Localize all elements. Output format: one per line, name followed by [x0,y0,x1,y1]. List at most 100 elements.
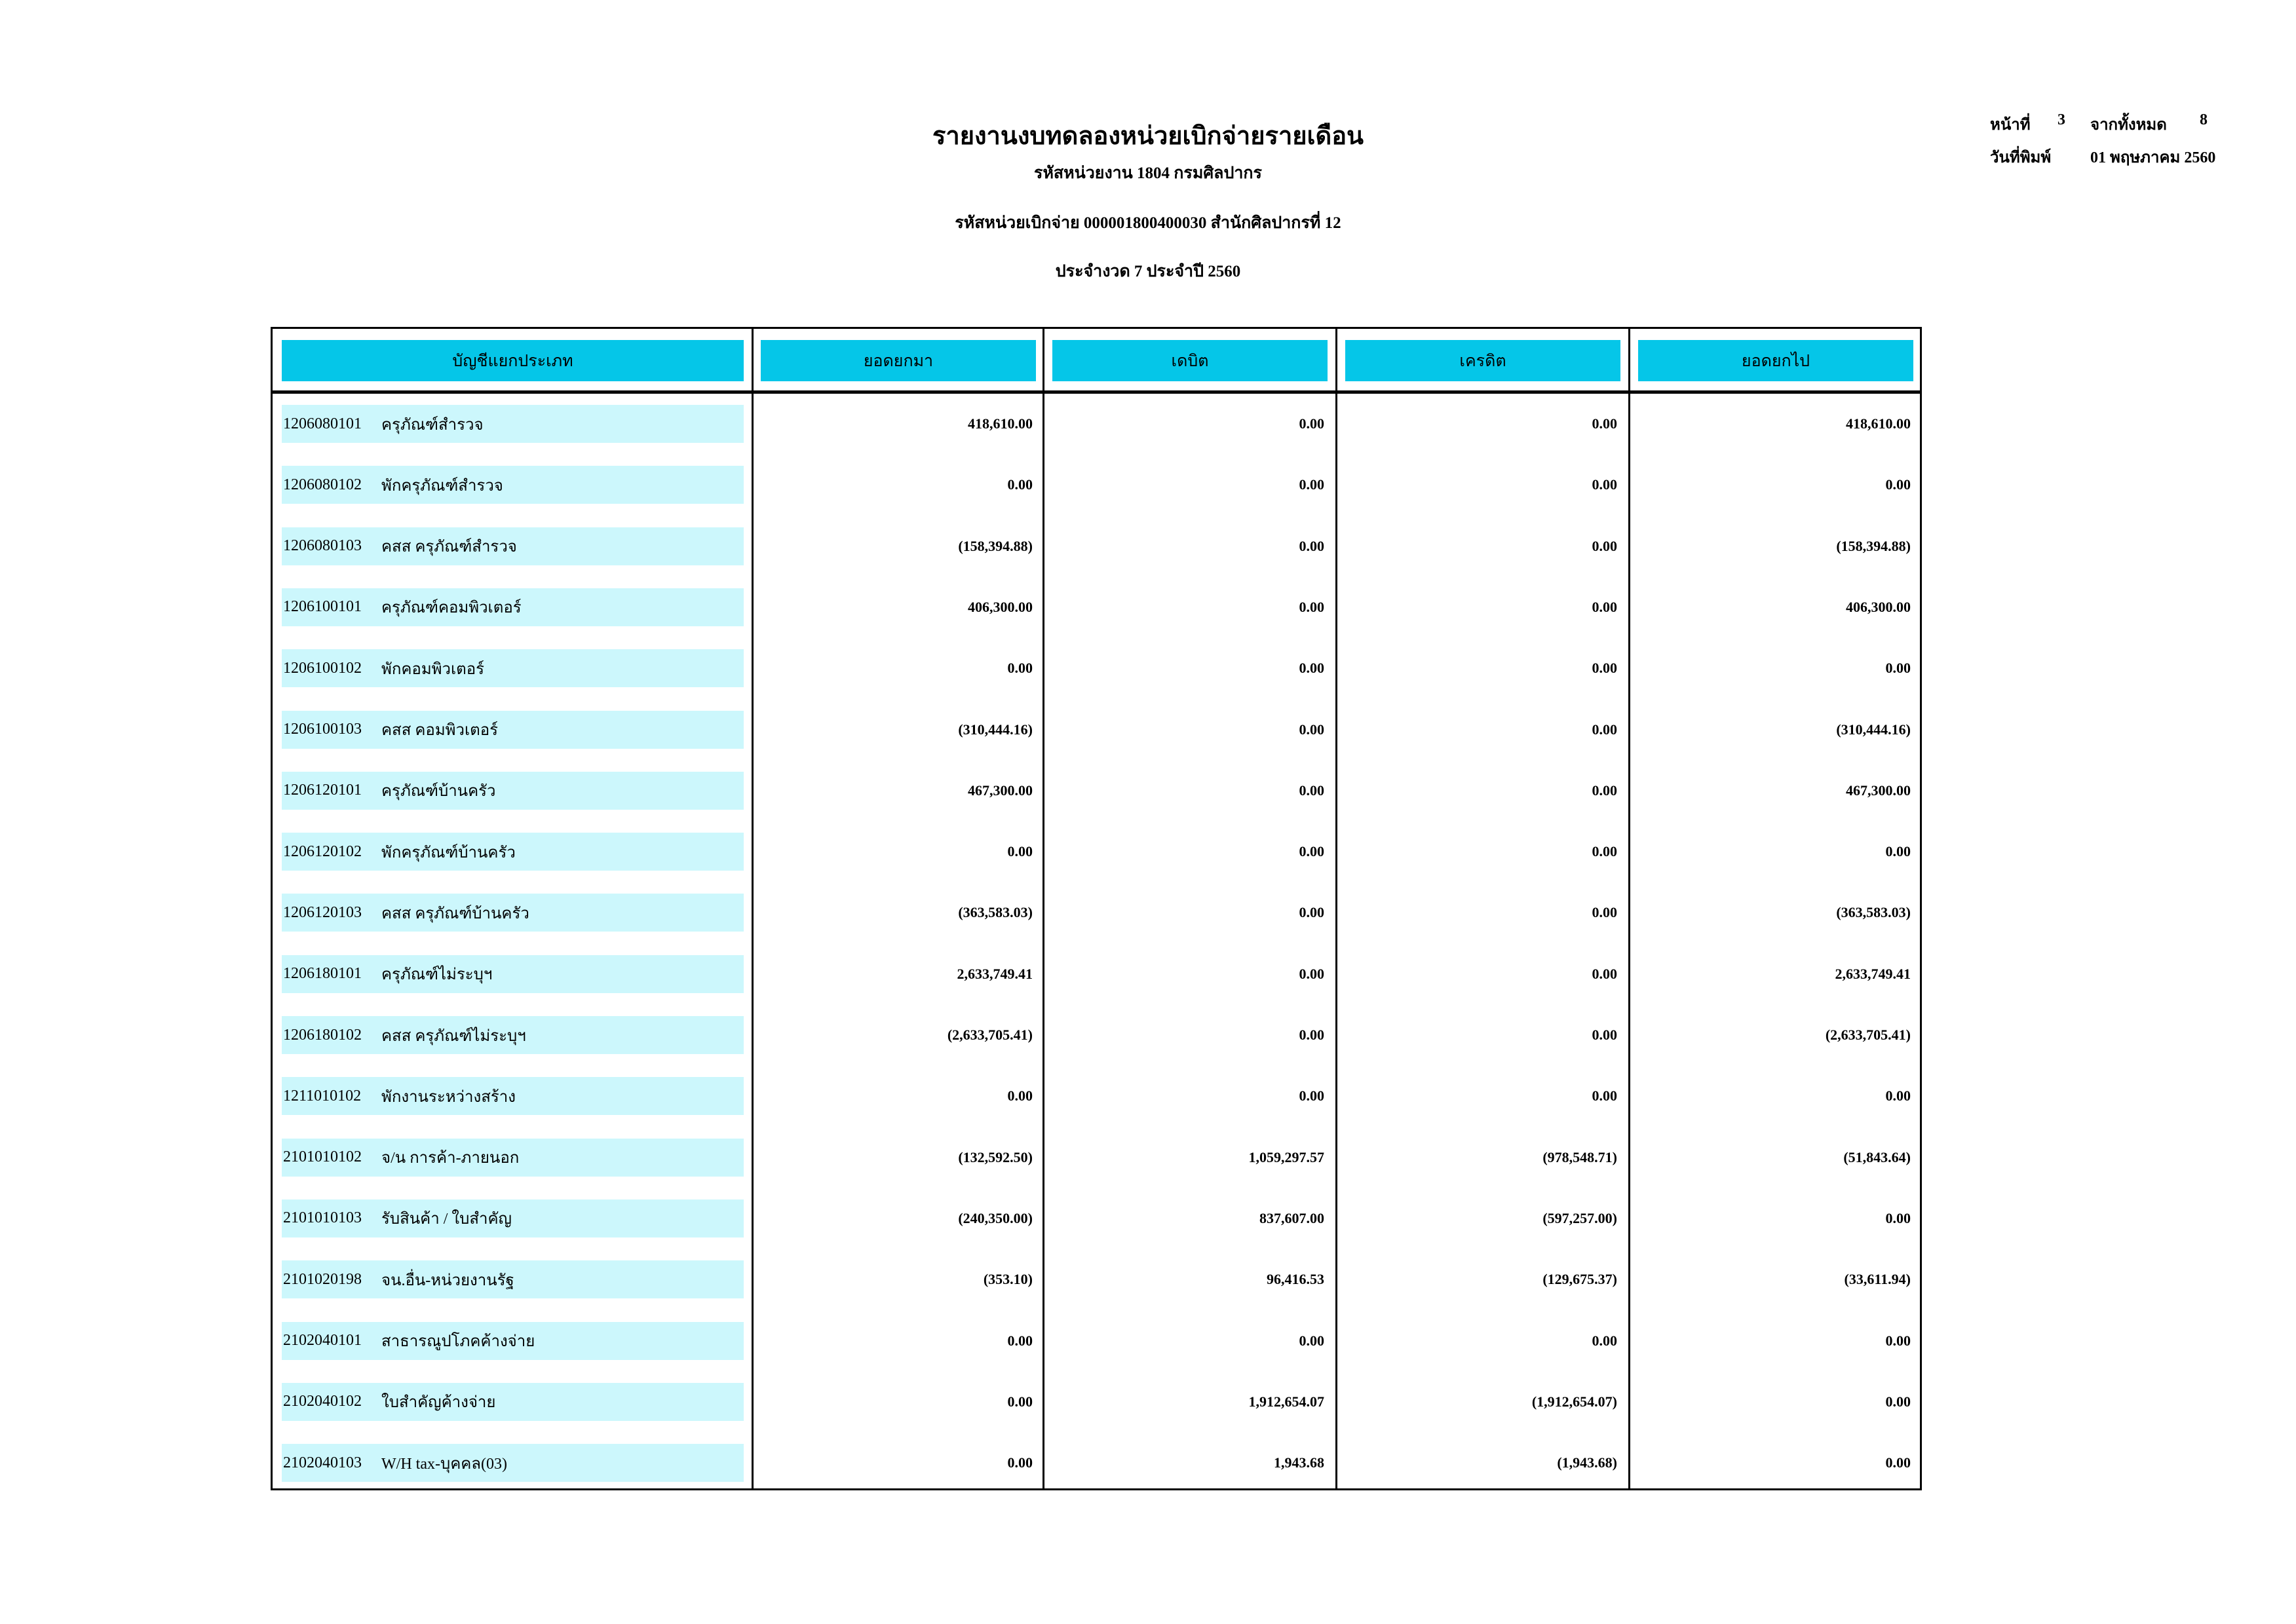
account-cell: 2102040102 ใบสำคัญค้างจ่าย [282,1382,744,1421]
account-name: ครุภัณฑ์บ้านครัว [381,783,496,801]
account-code: 2101020198 [283,1270,362,1288]
account-code: 1206100103 [283,721,362,738]
table-row: 1206180101 ครุภัณฑ์ไม่ระบุฯ 2,633,749.41 0.… [273,954,1920,993]
account-cell: 1206180102 คสส ครุภัณฑ์ไม่ระบุฯ [282,1016,744,1054]
account-cell: 1206080102 พักครุภัณฑ์สำรวจ [282,466,744,504]
account-name: พักคอมพิวเตอร์ [381,660,485,678]
account-code: 1206180102 [283,1026,362,1044]
credit-amount: 0.00 [1592,782,1618,799]
credit-amount: (1,943.68) [1557,1454,1617,1471]
account-name: คสส ครุภัณฑ์ไม่ระบุฯ [381,1027,526,1045]
page-label: หน้าที่ [1990,117,2031,134]
print-date: 01 พฤษภาคม 2560 [2090,149,2216,166]
brought-amount: (2,633,705.41) [947,1027,1033,1043]
account-name: พักครุภัณฑ์บ้านครัว [381,844,516,861]
table-row: 2102040102 ใบสำคัญค้างจ่าย 0.00 1,912,654.0… [273,1382,1920,1421]
account-code: 1206120101 [283,782,362,799]
account-code: 1206080101 [283,415,362,432]
report-title: รายงานงบทดลองหน่วยเบิกจ่ายรายเดือน [932,123,1364,150]
credit-amount: 0.00 [1592,537,1618,554]
column-header-brought-forward: ยอดยกมา [761,340,1036,381]
account-name: ครุภัณฑ์สำรวจ [381,416,484,434]
account-cell: 2101010102 จ/น การค้า-ภายนอก [282,1138,744,1177]
debit-amount: 0.00 [1299,1332,1325,1349]
account-name: คสส ครุภัณฑ์บ้านครัว [381,905,529,922]
account-name: ใบสำคัญค้างจ่าย [381,1394,496,1412]
header-divider [273,390,1920,394]
account-code: 2102040101 [283,1332,362,1349]
column-header-carried-forward: ยอดยกไป [1638,340,1913,381]
account-cell: 2101010103 รับสินค้า / ใบสำคัญ [282,1199,744,1237]
account-code: 1206080103 [283,537,362,555]
carried-amount: (310,444.16) [1836,721,1911,738]
brought-amount: (353.10) [983,1271,1033,1288]
carried-amount: 0.00 [1885,660,1911,677]
debit-amount: 0.00 [1299,537,1325,554]
debit-amount: 96,416.53 [1267,1271,1324,1288]
table-row: 1206080103 คสส ครุภัณฑ์สำรวจ (158,394.88) 0… [273,527,1920,565]
page-number: 3 [2057,111,2065,128]
account-code: 2101010102 [283,1148,362,1166]
table-row: 2101010103 รับสินค้า / ใบสำคัญ (240,350.00… [273,1199,1920,1237]
account-cell: 1206100101 ครุภัณฑ์คอมพิวเตอร์ [282,588,744,626]
account-cell: 1206180101 ครุภัณฑ์ไม่ระบุฯ [282,954,744,993]
carried-amount: (33,611.94) [1844,1271,1911,1288]
carried-amount: 0.00 [1885,843,1911,860]
table-row: 1206100103 คสส คอมพิวเตอร์ (310,444.16) 0.0… [273,710,1920,749]
carried-amount: 418,610.00 [1846,415,1911,432]
debit-amount: 0.00 [1299,965,1325,982]
account-code: 2102040103 [283,1454,362,1471]
table-row: 1206120103 คสส ครุภัณฑ์บ้านครัว (363,583.0… [273,894,1920,932]
credit-amount: 0.00 [1592,904,1618,921]
period-line: ประจำงวด 7 ประจำปี 2560 [1055,263,1241,280]
account-cell: 2102040101 สาธารณูปโภคค้างจ่าย [282,1321,744,1360]
brought-amount: 0.00 [1007,1087,1033,1105]
table-row: 2101020198 จน.อื่น-หน่วยงานรัฐ (353.10) 96,… [273,1260,1920,1299]
account-name: พักครุภัณฑ์สำรวจ [381,477,503,495]
carried-amount: 2,633,749.41 [1835,965,1911,982]
account-cell: 1206120102 พักครุภัณฑ์บ้านครัว [282,833,744,871]
account-cell: 1206120103 คสส ครุภัณฑ์บ้านครัว [282,894,744,932]
account-code: 1206100101 [283,598,362,616]
debit-amount: 1,059,297.57 [1248,1148,1325,1165]
account-name: จ/น การค้า-ภายนอก [381,1150,520,1167]
credit-amount: 0.00 [1592,598,1618,615]
table-row: 1206120102 พักครุภัณฑ์บ้านครัว 0.00 0.00 0.0… [273,833,1920,871]
debit-amount: 0.00 [1299,782,1325,799]
account-name: รับสินค้า / ใบสำคัญ [381,1211,512,1228]
table-row: 2102040103 W/H tax-บุคคล(03) 0.00 1,943.68 (… [273,1444,1920,1482]
brought-amount: 0.00 [1007,1393,1033,1410]
brought-amount: (132,592.50) [958,1148,1033,1165]
column-divider [1043,329,1044,1488]
disbursing-unit-line: รหัสหน่วยเบิกจ่าย 000001800400030 สำนักศ… [955,214,1341,232]
print-date-label: วันที่พิมพ์ [1990,149,2052,166]
credit-amount: 0.00 [1592,1332,1618,1349]
credit-amount: 0.00 [1592,660,1618,677]
account-cell: 1206120101 ครุภัณฑ์บ้านครัว [282,771,744,810]
credit-amount: (129,675.37) [1542,1271,1617,1288]
account-cell: 1206100102 พักคอมพิวเตอร์ [282,649,744,688]
column-divider [1628,329,1630,1488]
column-header-credit: เครดิต [1345,340,1620,381]
of-label: จากทั้งหมด [2090,117,2167,134]
account-code: 1206120102 [283,842,362,860]
debit-amount: 0.00 [1299,476,1325,493]
table-row: 1211010102 พักงานระหว่างสร้าง 0.00 0.00 0.00… [273,1077,1920,1116]
carried-amount: 0.00 [1885,476,1911,493]
table-row: 1206080102 พักครุภัณฑ์สำรวจ 0.00 0.00 0.00 0.… [273,466,1920,504]
account-cell: 2101020198 จน.อื่น-หน่วยงานรัฐ [282,1260,744,1299]
brought-amount: 2,633,749.41 [957,965,1033,982]
carried-amount: (363,583.03) [1836,904,1911,921]
brought-amount: (158,394.88) [958,537,1033,554]
account-code: 1206080102 [283,476,362,493]
brought-amount: (363,583.03) [958,904,1033,921]
account-cell: 1211010102 พักงานระหว่างสร้าง [282,1077,744,1116]
credit-amount: 0.00 [1592,1087,1618,1105]
account-name: คสส ครุภัณฑ์สำรวจ [381,538,517,556]
account-name: สาธารณูปโภคค้างจ่าย [381,1333,535,1350]
carried-amount: 0.00 [1885,1209,1911,1226]
table-row: 1206080101 ครุภัณฑ์สำรวจ 418,610.00 0.00 0.0… [273,405,1920,443]
table-row: 1206100102 พักคอมพิวเตอร์ 0.00 0.00 0.00 0.00 [273,649,1920,688]
credit-amount: (597,257.00) [1542,1209,1617,1226]
account-cell: 1206100103 คสส คอมพิวเตอร์ [282,710,744,749]
